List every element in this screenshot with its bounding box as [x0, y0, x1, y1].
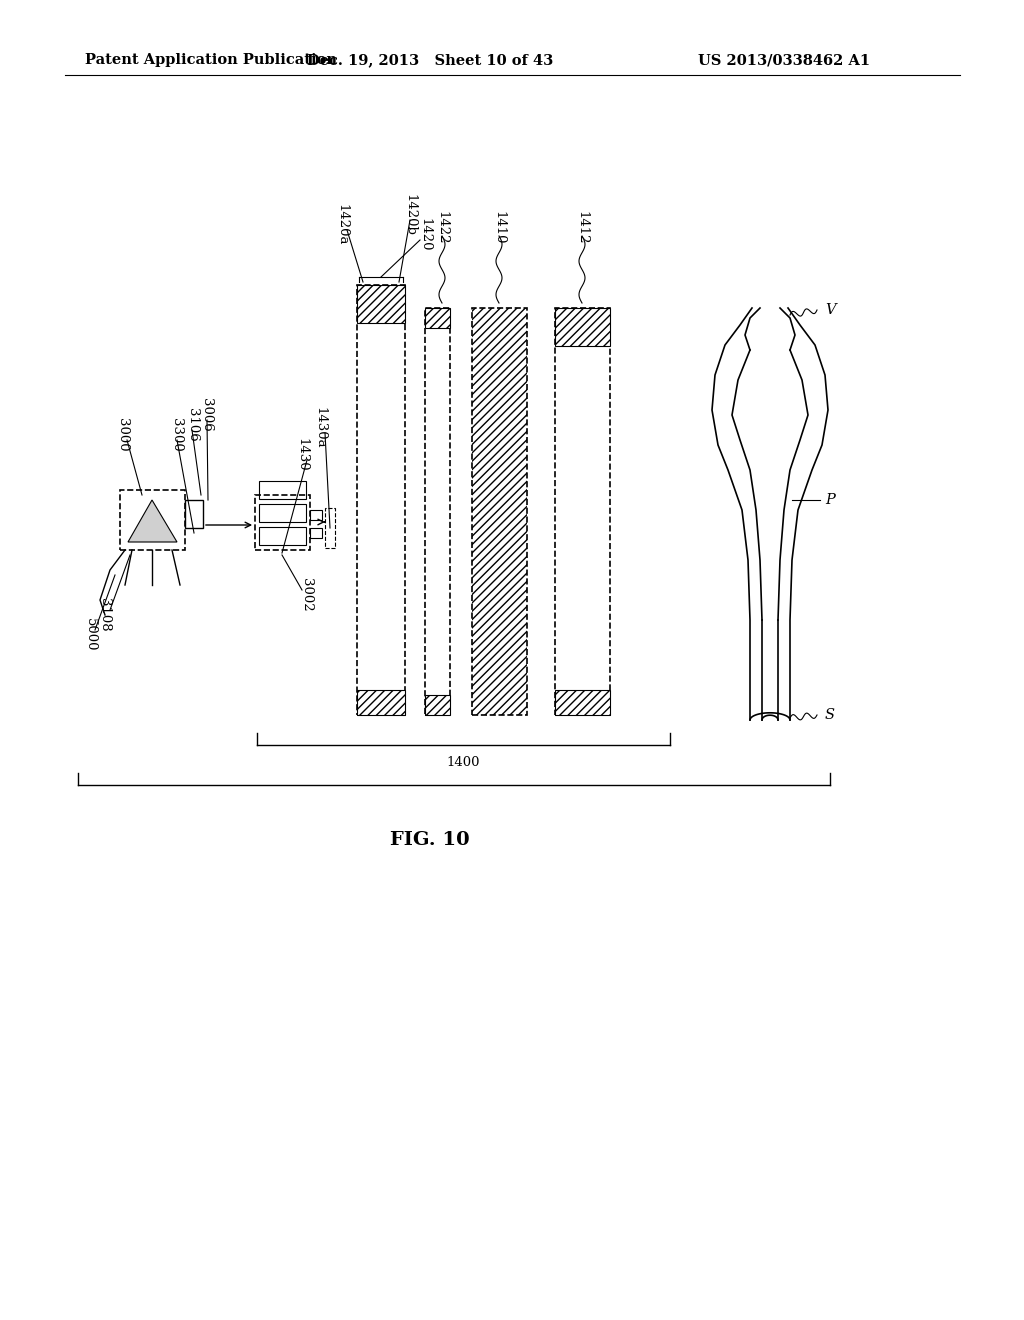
Bar [472, 308, 527, 715]
Bar [357, 285, 406, 323]
Text: 3000: 3000 [116, 418, 128, 451]
Text: Patent Application Publication: Patent Application Publication [85, 53, 337, 67]
Text: 5000: 5000 [84, 618, 96, 652]
Bar [425, 308, 450, 327]
Text: Dec. 19, 2013   Sheet 10 of 43: Dec. 19, 2013 Sheet 10 of 43 [307, 53, 553, 67]
Polygon shape [128, 500, 177, 543]
Text: 1412: 1412 [575, 211, 589, 244]
Bar [357, 690, 406, 715]
Bar [425, 696, 450, 715]
Text: 1400: 1400 [446, 756, 480, 770]
Bar [310, 510, 322, 520]
Bar [259, 504, 306, 521]
Bar [555, 690, 610, 715]
Bar [325, 508, 335, 548]
Bar [357, 285, 406, 715]
Text: 3108: 3108 [98, 598, 112, 632]
Text: 3106: 3106 [185, 408, 199, 442]
Bar [255, 495, 310, 550]
Bar [425, 308, 450, 715]
Text: P: P [825, 492, 835, 507]
Text: 3002: 3002 [300, 578, 313, 611]
Bar [310, 528, 322, 539]
Bar [185, 500, 203, 528]
Text: 1410: 1410 [493, 211, 506, 244]
Bar [259, 480, 306, 499]
Text: 3300: 3300 [171, 418, 183, 451]
Text: 1420: 1420 [419, 218, 431, 252]
Bar [555, 308, 610, 715]
Text: FIG. 10: FIG. 10 [390, 832, 470, 849]
Text: S: S [825, 708, 835, 722]
Text: 1422: 1422 [435, 211, 449, 244]
Bar [555, 308, 610, 346]
Bar [259, 527, 306, 545]
Text: 1420a: 1420a [336, 205, 348, 246]
Text: V: V [825, 304, 836, 317]
Bar [120, 490, 185, 550]
Text: 1430a: 1430a [313, 407, 327, 449]
Text: 3006: 3006 [201, 399, 213, 432]
Text: US 2013/0338462 A1: US 2013/0338462 A1 [698, 53, 870, 67]
Text: 1420b: 1420b [403, 194, 417, 236]
Text: 1430: 1430 [296, 438, 308, 471]
